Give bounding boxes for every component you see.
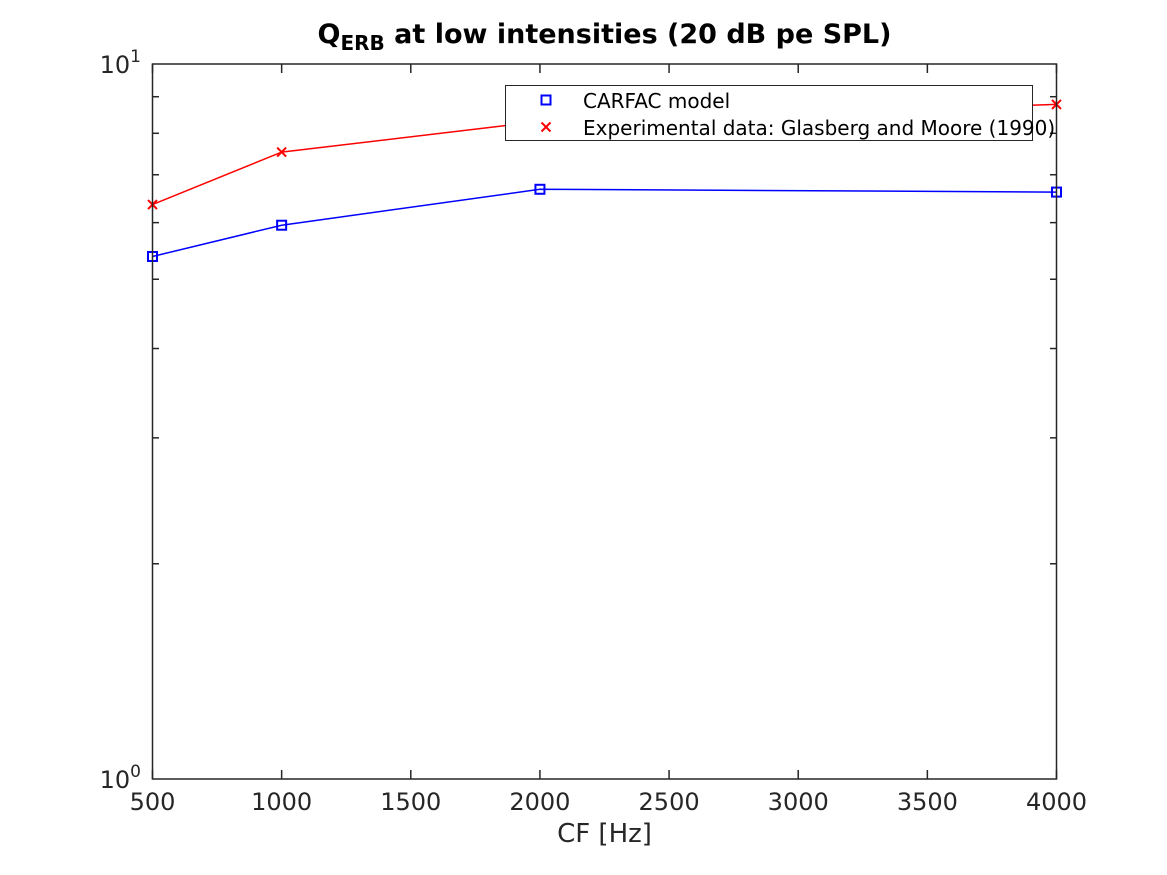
- legend-box: [505, 85, 1033, 141]
- x-tick-label: 2500: [639, 788, 700, 816]
- x-tick-label: 3000: [768, 788, 829, 816]
- x-tick-label: 4000: [1026, 788, 1087, 816]
- x-tick-label: 3500: [897, 788, 958, 816]
- series-line-carfac-model: [152, 188, 1057, 258]
- x-tick-label: 1000: [251, 788, 312, 816]
- x-tick-label: 1500: [380, 788, 441, 816]
- y-tick-label: 100: [100, 762, 141, 794]
- data-marker-carfac-model: [276, 219, 288, 231]
- legend-label-experimental-data-glasberg-and-moore-1990: Experimental data: Glasberg and Moore (1…: [583, 116, 1055, 140]
- data-marker-experimental-data-glasberg-and-moore-1990: [276, 146, 287, 158]
- x-tick-label: 2000: [509, 788, 570, 816]
- legend-marker-carfac-model: [540, 94, 552, 106]
- plot-frame: [151, 63, 1058, 780]
- legend-marker-experimental-data-glasberg-and-moore-1990: [540, 121, 552, 133]
- chart-title: QERB at low intensities (20 dB pe SPL): [318, 19, 892, 55]
- data-marker-carfac-model: [534, 183, 546, 195]
- legend-label-carfac-model: CARFAC model: [583, 89, 730, 113]
- x-axis-label: CF [Hz]: [557, 819, 652, 849]
- y-tick-label: 101: [100, 47, 141, 79]
- x-tick-label: 500: [130, 788, 176, 816]
